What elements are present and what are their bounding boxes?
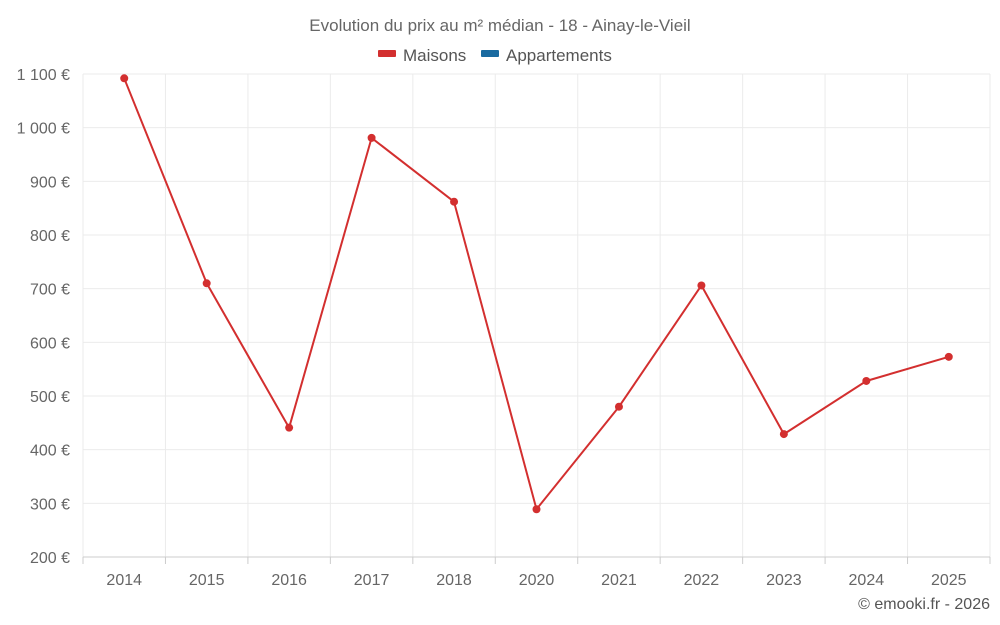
data-point xyxy=(944,352,953,361)
y-tick-label: 600 € xyxy=(30,335,70,352)
data-point xyxy=(779,430,788,439)
x-tick-label: 2015 xyxy=(189,572,225,589)
credit-text: © emooki.fr - 2026 xyxy=(858,596,990,613)
x-tick-label: 2022 xyxy=(684,572,720,589)
legend-label-appartements: Appartements xyxy=(506,46,612,65)
x-tick-label: 2021 xyxy=(601,572,637,589)
data-point xyxy=(202,279,211,288)
legend-swatch-maisons xyxy=(378,50,396,57)
x-tick-label: 2023 xyxy=(766,572,802,589)
series-maisons xyxy=(120,74,953,514)
y-tick-label: 400 € xyxy=(30,443,70,460)
x-tick-label: 2016 xyxy=(271,572,307,589)
y-tick-label: 800 € xyxy=(30,228,70,245)
data-point xyxy=(614,402,623,411)
legend[interactable]: Maisons Appartements xyxy=(378,46,612,65)
y-tick-label: 1 100 € xyxy=(17,67,70,84)
y-tick-label: 500 € xyxy=(30,389,70,406)
x-tick-label: 2020 xyxy=(519,572,555,589)
grid-lines xyxy=(82,73,991,557)
legend-item-appartements[interactable]: Appartements xyxy=(481,46,612,65)
legend-swatch-appartements xyxy=(481,50,499,57)
legend-item-maisons[interactable]: Maisons xyxy=(378,46,466,65)
x-axis: 2014 2015 2016 2017 2018 2020 2021 2022 2023 2024… xyxy=(82,556,991,589)
data-point xyxy=(862,376,871,385)
y-tick-label: 900 € xyxy=(30,174,70,191)
x-tick-label: 2018 xyxy=(436,572,472,589)
y-tick-label: 300 € xyxy=(30,496,70,513)
y-axis: 200 € 300 € 400 € 500 € 600 € 700 € 800 € 900 €… xyxy=(17,67,70,567)
y-tick-label: 700 € xyxy=(30,282,70,299)
data-point xyxy=(532,505,541,514)
x-tick-label: 2014 xyxy=(106,572,142,589)
data-point xyxy=(450,197,459,206)
legend-label-maisons: Maisons xyxy=(403,46,466,65)
x-tick-label: 2017 xyxy=(354,572,390,589)
data-point xyxy=(285,423,294,432)
chart-title: Evolution du prix au m² médian - 18 - Ai… xyxy=(309,16,690,35)
x-tick-label: 2025 xyxy=(931,572,967,589)
data-point xyxy=(697,281,706,290)
y-tick-label: 200 € xyxy=(30,550,70,567)
data-point xyxy=(367,133,376,142)
y-tick-label: 1 000 € xyxy=(17,121,70,138)
x-tick-label: 2024 xyxy=(849,572,885,589)
data-point xyxy=(120,74,129,83)
